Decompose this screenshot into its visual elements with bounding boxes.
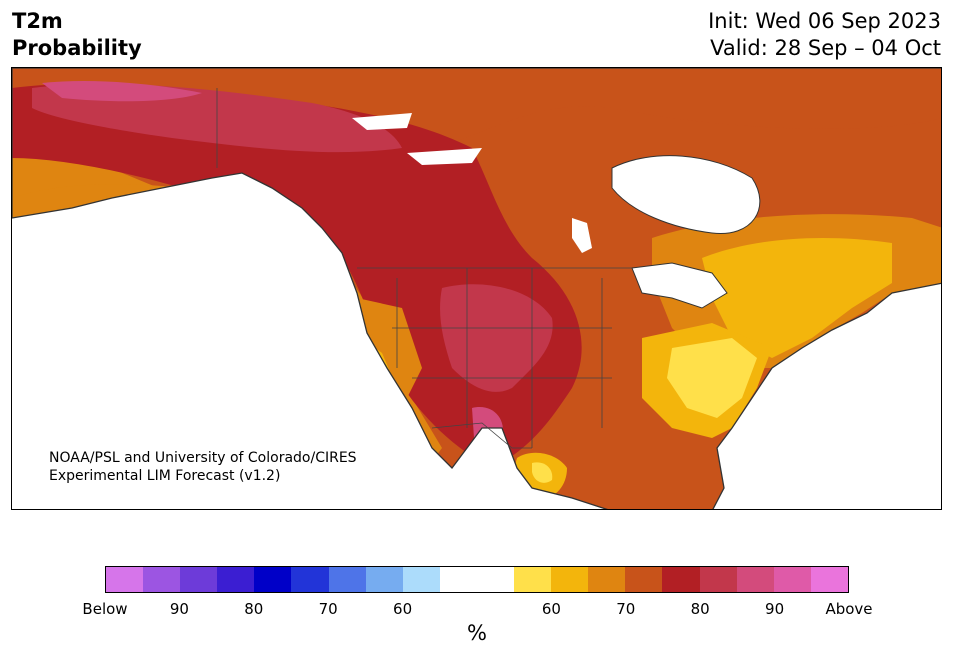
colorbar-segment — [439, 567, 477, 592]
colorbar-segment — [143, 567, 181, 592]
colorbar-tick-label: 70 — [318, 600, 338, 618]
chart-title: T2m Probability — [12, 8, 142, 62]
colorbar-segment — [662, 567, 700, 592]
colorbar-tick-label: 90 — [169, 600, 189, 618]
colorbar-tick-label: 90 — [765, 600, 785, 618]
band-85-90-north — [42, 81, 202, 102]
title-variable: T2m — [12, 9, 63, 33]
colorbar-segment — [106, 567, 144, 592]
land-fill — [12, 68, 941, 509]
colorbar — [105, 566, 849, 593]
colorbar-segment — [773, 567, 811, 592]
great-slave-lake — [407, 148, 482, 165]
forecast-dates: Init: Wed 06 Sep 2023 Valid: 28 Sep – 04… — [708, 8, 941, 62]
great-bear-lake — [352, 113, 412, 130]
title-quantity: Probability — [12, 36, 142, 60]
lake-winnipeg — [572, 218, 592, 253]
colorbar-tick-label: 80 — [690, 600, 710, 618]
valid-range: Valid: 28 Sep – 04 Oct — [710, 36, 941, 60]
colorbar-segment — [476, 567, 515, 592]
colorbar-segment — [625, 567, 663, 592]
colorbar-segment — [402, 567, 440, 592]
colorbar-segment — [699, 567, 737, 592]
colorbar-tick-label: 80 — [244, 600, 264, 618]
colorbar-tick-label: Above — [825, 600, 873, 618]
colorbar-segment — [588, 567, 626, 592]
band-50-55-mexico — [532, 462, 553, 483]
great-lakes — [631, 262, 728, 309]
init-date: Init: Wed 06 Sep 2023 — [708, 9, 941, 33]
band-50-55-southeast — [667, 338, 757, 418]
colorbar-segment — [810, 567, 848, 592]
colorbar-segment — [254, 567, 292, 592]
band-80-85-center — [440, 284, 553, 392]
hudson-bay — [611, 155, 761, 235]
colorbar-tick-label: 70 — [616, 600, 636, 618]
map-panel — [11, 67, 942, 510]
colorbar-unit: % — [467, 621, 487, 645]
credit-line-1: NOAA/PSL and University of Colorado/CIRE… — [49, 450, 357, 466]
credit-text: NOAA/PSL and University of Colorado/CIRE… — [49, 449, 357, 485]
band-70-80 — [12, 83, 582, 469]
colorbar-tick-label: Below — [82, 600, 128, 618]
colorbar-segment — [180, 567, 218, 592]
colorbar-segment — [514, 567, 552, 592]
colorbar-segment — [365, 567, 403, 592]
band-60-65-alaska — [12, 184, 332, 268]
colorbar-segment — [328, 567, 366, 592]
us-mexico-border — [431, 422, 532, 449]
colorbar-tick-label: 60 — [393, 600, 413, 618]
credit-line-2: Experimental LIM Forecast (v1.2) — [49, 468, 281, 484]
colorbar-segment — [291, 567, 329, 592]
state-borders — [392, 268, 612, 448]
colorbar-segment — [736, 567, 774, 592]
colorbar-segment — [217, 567, 255, 592]
colorbar-tick-label: 60 — [541, 600, 561, 618]
band-60-65-california — [357, 298, 422, 398]
band-55-60-east — [702, 238, 892, 358]
probability-map — [12, 68, 941, 509]
political-borders — [216, 88, 632, 449]
colorbar-segment — [551, 567, 589, 592]
